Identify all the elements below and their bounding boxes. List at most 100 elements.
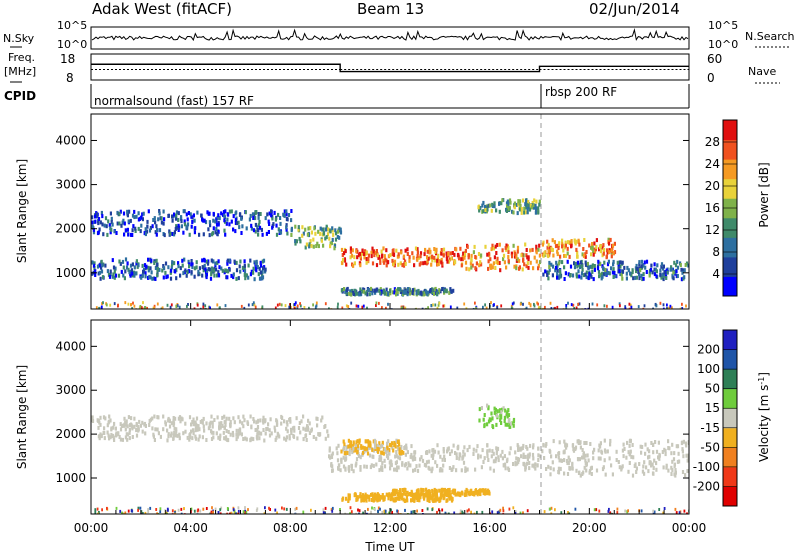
nsearch-label: N.Search [745, 30, 795, 43]
scatter-cell [505, 209, 508, 213]
noise-cell [512, 506, 515, 510]
scatter-cell [335, 231, 338, 236]
scatter-cell [296, 436, 299, 441]
scatter-cell [133, 265, 136, 270]
scatter-cell [609, 237, 612, 242]
near-range-noise [94, 506, 689, 514]
scatter-cell [297, 227, 300, 232]
scatter-cell [352, 441, 355, 446]
scatter-cell [106, 430, 109, 435]
scatter-cell [602, 251, 605, 256]
scatter-cell [642, 464, 645, 469]
scatter-cell [312, 244, 315, 249]
scatter-cell [193, 230, 196, 235]
scatter-cell [110, 227, 113, 232]
scatter-cell [261, 273, 264, 278]
scatter-cell [190, 262, 193, 267]
scatter-cell [389, 291, 392, 296]
scatter-cell [596, 266, 600, 271]
scatter-cell [416, 488, 419, 493]
scatter-cell [613, 250, 617, 255]
scatter-cell [599, 249, 602, 254]
scatter-cell [556, 272, 559, 276]
scatter-cell [527, 257, 530, 262]
scatter-cell [429, 495, 432, 500]
scatter-cell [185, 273, 188, 278]
scatter-cell [507, 408, 510, 413]
scatter-cell [608, 241, 611, 246]
scatter-cell [141, 420, 144, 425]
noise-cell [618, 302, 621, 306]
scatter-cell [331, 226, 334, 231]
scatter-cell [149, 275, 152, 280]
scatter-cell [317, 229, 320, 234]
scatter-cell [137, 211, 140, 216]
scatter-cell [641, 277, 644, 282]
scatter-cell [97, 434, 100, 439]
noise-cell [149, 506, 152, 510]
scatter-cell [461, 490, 464, 495]
scatter-cell [570, 241, 573, 246]
scatter-cell [355, 291, 359, 296]
scatter-cell [389, 289, 392, 293]
scatter-cell [680, 267, 683, 272]
scatter-cell [657, 455, 660, 460]
scatter-cell [166, 428, 169, 433]
scatter-cell [429, 255, 432, 260]
scatter-cell [379, 257, 382, 262]
scatter-cell [502, 463, 505, 468]
scatter-cell [579, 441, 582, 445]
scatter-cell [440, 257, 443, 262]
noise-cell [146, 306, 148, 309]
scatter-cell [253, 260, 256, 265]
scatter-cell [320, 238, 323, 243]
scatter-cell [283, 209, 286, 214]
scatter-cell [102, 415, 106, 420]
scatter-cell [439, 454, 442, 459]
scatter-cell [567, 240, 570, 245]
scatter-cell [600, 450, 604, 455]
scatter-cell [340, 457, 343, 462]
scatter-cell [291, 426, 295, 431]
scatter-cell [237, 276, 240, 281]
scatter-cell [398, 447, 401, 452]
scatter-cell [472, 490, 475, 495]
noise-cell [366, 306, 368, 309]
scatter-cell [123, 416, 126, 421]
scatter-cell [537, 210, 540, 215]
scatter-cell [310, 427, 313, 432]
scatter-cell [178, 415, 182, 420]
scatter-cell [474, 255, 477, 259]
scatter-cell [678, 459, 681, 464]
scatter-cell [635, 269, 638, 274]
scatter-cell [203, 263, 206, 268]
scatter-cell [411, 291, 414, 295]
scatter-cell [503, 454, 506, 459]
scatter-cell [517, 202, 520, 207]
scatter-cell [243, 272, 246, 277]
colorbar-cell [723, 330, 737, 351]
scatter-cell [492, 451, 495, 456]
scatter-band [542, 259, 689, 282]
scatter-cell [416, 257, 419, 262]
scatter-cell [357, 446, 360, 451]
noise-cell [598, 509, 601, 513]
scatter-cell [640, 264, 643, 269]
scatter-cell [186, 222, 190, 227]
scatter-cell [511, 209, 514, 214]
scatter-cell [670, 465, 673, 470]
noise-cell [574, 507, 577, 511]
scatter-cell [670, 472, 673, 476]
scatter-cell [285, 426, 288, 431]
scatter-cell [204, 267, 207, 272]
scatter-cell [522, 257, 525, 262]
noise-cell [404, 508, 406, 512]
scatter-cell [495, 208, 498, 213]
scatter-cell [585, 468, 588, 473]
noise-cell [98, 306, 100, 309]
scatter-cell [509, 421, 513, 426]
scatter-cell [488, 491, 491, 496]
scatter-cell [643, 460, 646, 465]
noise-cell [628, 302, 631, 306]
scatter-cell [91, 224, 94, 229]
